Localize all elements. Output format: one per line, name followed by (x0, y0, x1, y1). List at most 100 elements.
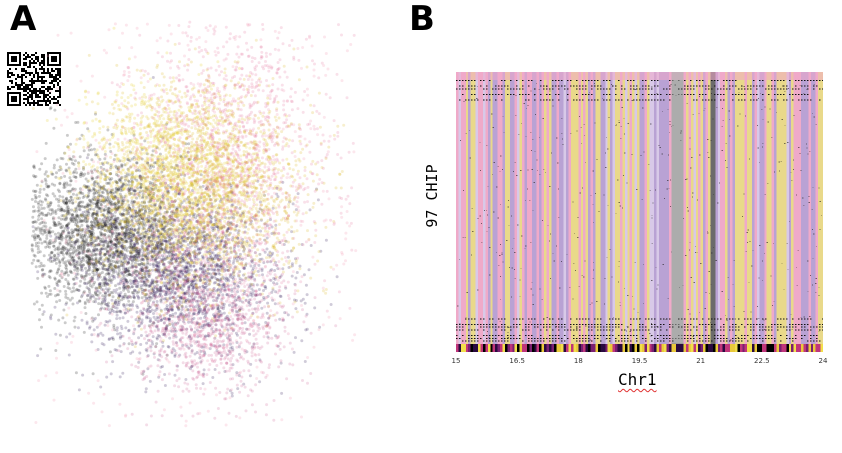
heatmap-strip-cell (504, 344, 508, 352)
heatmap-strip-cell (632, 344, 635, 352)
x-tick-label: 18 (573, 357, 583, 365)
heatmap-column (568, 72, 572, 344)
heatmap-strip-cell (534, 344, 538, 352)
heatmap-strip-cell (637, 344, 640, 352)
heatmap-column (482, 72, 486, 344)
heatmap-strip-cell (712, 344, 716, 352)
heatmap-strip-cell (744, 344, 748, 352)
heatmap-strip-cell (570, 344, 574, 352)
heatmap-strip-cell (793, 344, 797, 352)
x-tick-label: 22.5 (754, 357, 770, 365)
heatmap-strip-cell (671, 344, 675, 352)
heatmap-column (727, 72, 731, 344)
heatmap-strip-cell (536, 344, 540, 352)
heatmap-strip-cell (796, 344, 799, 352)
heatmap-column (578, 72, 582, 344)
heatmap-column (610, 72, 613, 344)
qr-code-icon (7, 52, 61, 106)
heatmap-strip-cell (722, 344, 726, 352)
heatmap-strip-cell (629, 344, 633, 352)
heatmap-column (744, 72, 748, 344)
heatmap-column (617, 72, 621, 344)
chr1-heatmap (456, 72, 823, 352)
heatmap-column (712, 72, 716, 344)
heatmap-column (813, 72, 816, 344)
heatmap-column (504, 72, 508, 344)
heatmap-strip-cell (742, 344, 746, 352)
heatmap-strip-cell (695, 344, 699, 352)
heatmap-column (475, 72, 479, 344)
heatmap-strip-cell (590, 344, 594, 352)
heatmap-strip-cell (602, 344, 606, 352)
heatmap-column (661, 72, 665, 344)
heatmap-column (639, 72, 643, 344)
heatmap-column (808, 72, 812, 344)
heatmap-column (668, 72, 672, 344)
heatmap-column (605, 72, 608, 344)
heatmap-strip-cell (531, 344, 535, 352)
heatmap-strip-cell (708, 344, 711, 352)
heatmap-column (551, 72, 555, 344)
heatmap-strip-cell (622, 344, 626, 352)
heatmap-strip-cell (644, 344, 648, 352)
heatmap-strip-cell (725, 344, 728, 352)
heatmap-strip-cell (478, 344, 481, 352)
heatmap-column (798, 72, 802, 344)
heatmap-column (774, 72, 777, 344)
heatmap-strip-cell (610, 344, 613, 352)
heatmap-strip-cell (661, 344, 665, 352)
heatmap-column (752, 72, 755, 344)
heatmap-column (456, 72, 459, 344)
heatmap-strip-cell (659, 344, 662, 352)
heatmap-column (759, 72, 763, 344)
heatmap-strip-cell (482, 344, 486, 352)
heatmap-strip-cell (646, 344, 650, 352)
heatmap-strip-cell (556, 344, 560, 352)
heatmap-strip-cell (654, 344, 657, 352)
heatmap-column (646, 72, 650, 344)
heatmap-column (629, 72, 633, 344)
heatmap-column (463, 72, 467, 344)
heatmap-strip-cell (815, 344, 819, 352)
heatmap-strip-cell (756, 344, 760, 352)
heatmap-column (708, 72, 711, 344)
heatmap-strip-cell (656, 344, 660, 352)
heatmap-strip-cell (818, 344, 821, 352)
heatmap-column (524, 72, 528, 344)
heatmap-column (566, 72, 569, 344)
heatmap-column (541, 72, 545, 344)
heatmap-column (749, 72, 753, 344)
heatmap-strip-cell (585, 344, 589, 352)
heatmap-column (818, 72, 821, 344)
heatmap-strip-cell (673, 344, 677, 352)
heatmap-column (766, 72, 770, 344)
heatmap-strip-cell (539, 344, 542, 352)
heatmap-column (803, 72, 807, 344)
heatmap-column (659, 72, 662, 344)
heatmap-strip-cell (754, 344, 758, 352)
heatmap-strip-cell (698, 344, 701, 352)
heatmap-strip-cell (791, 344, 794, 352)
heatmap-column (720, 72, 723, 344)
x-tick-label: 21 (696, 357, 706, 365)
heatmap-strip-cell (595, 344, 599, 352)
heatmap-strip-cell (470, 344, 474, 352)
heatmap-strip-cell (588, 344, 591, 352)
heatmap-strip-cell (495, 344, 498, 352)
heatmap-strip-cell (810, 344, 814, 352)
heatmap-strip-cell (568, 344, 572, 352)
heatmap-strip-cell (717, 344, 721, 352)
heatmap-strip-cell (507, 344, 511, 352)
heatmap-column (761, 72, 765, 344)
heatmap-strip-cell (624, 344, 628, 352)
heatmap-column (588, 72, 591, 344)
heatmap-column (558, 72, 562, 344)
heatmap-strip-cell (553, 344, 557, 352)
heatmap-column (575, 72, 579, 344)
heatmap-strip-cell (688, 344, 692, 352)
heatmap-column (561, 72, 564, 344)
heatmap-column (656, 72, 660, 344)
heatmap-strip-cell (512, 344, 516, 352)
heatmap-column (651, 72, 655, 344)
heatmap-column (800, 72, 804, 344)
